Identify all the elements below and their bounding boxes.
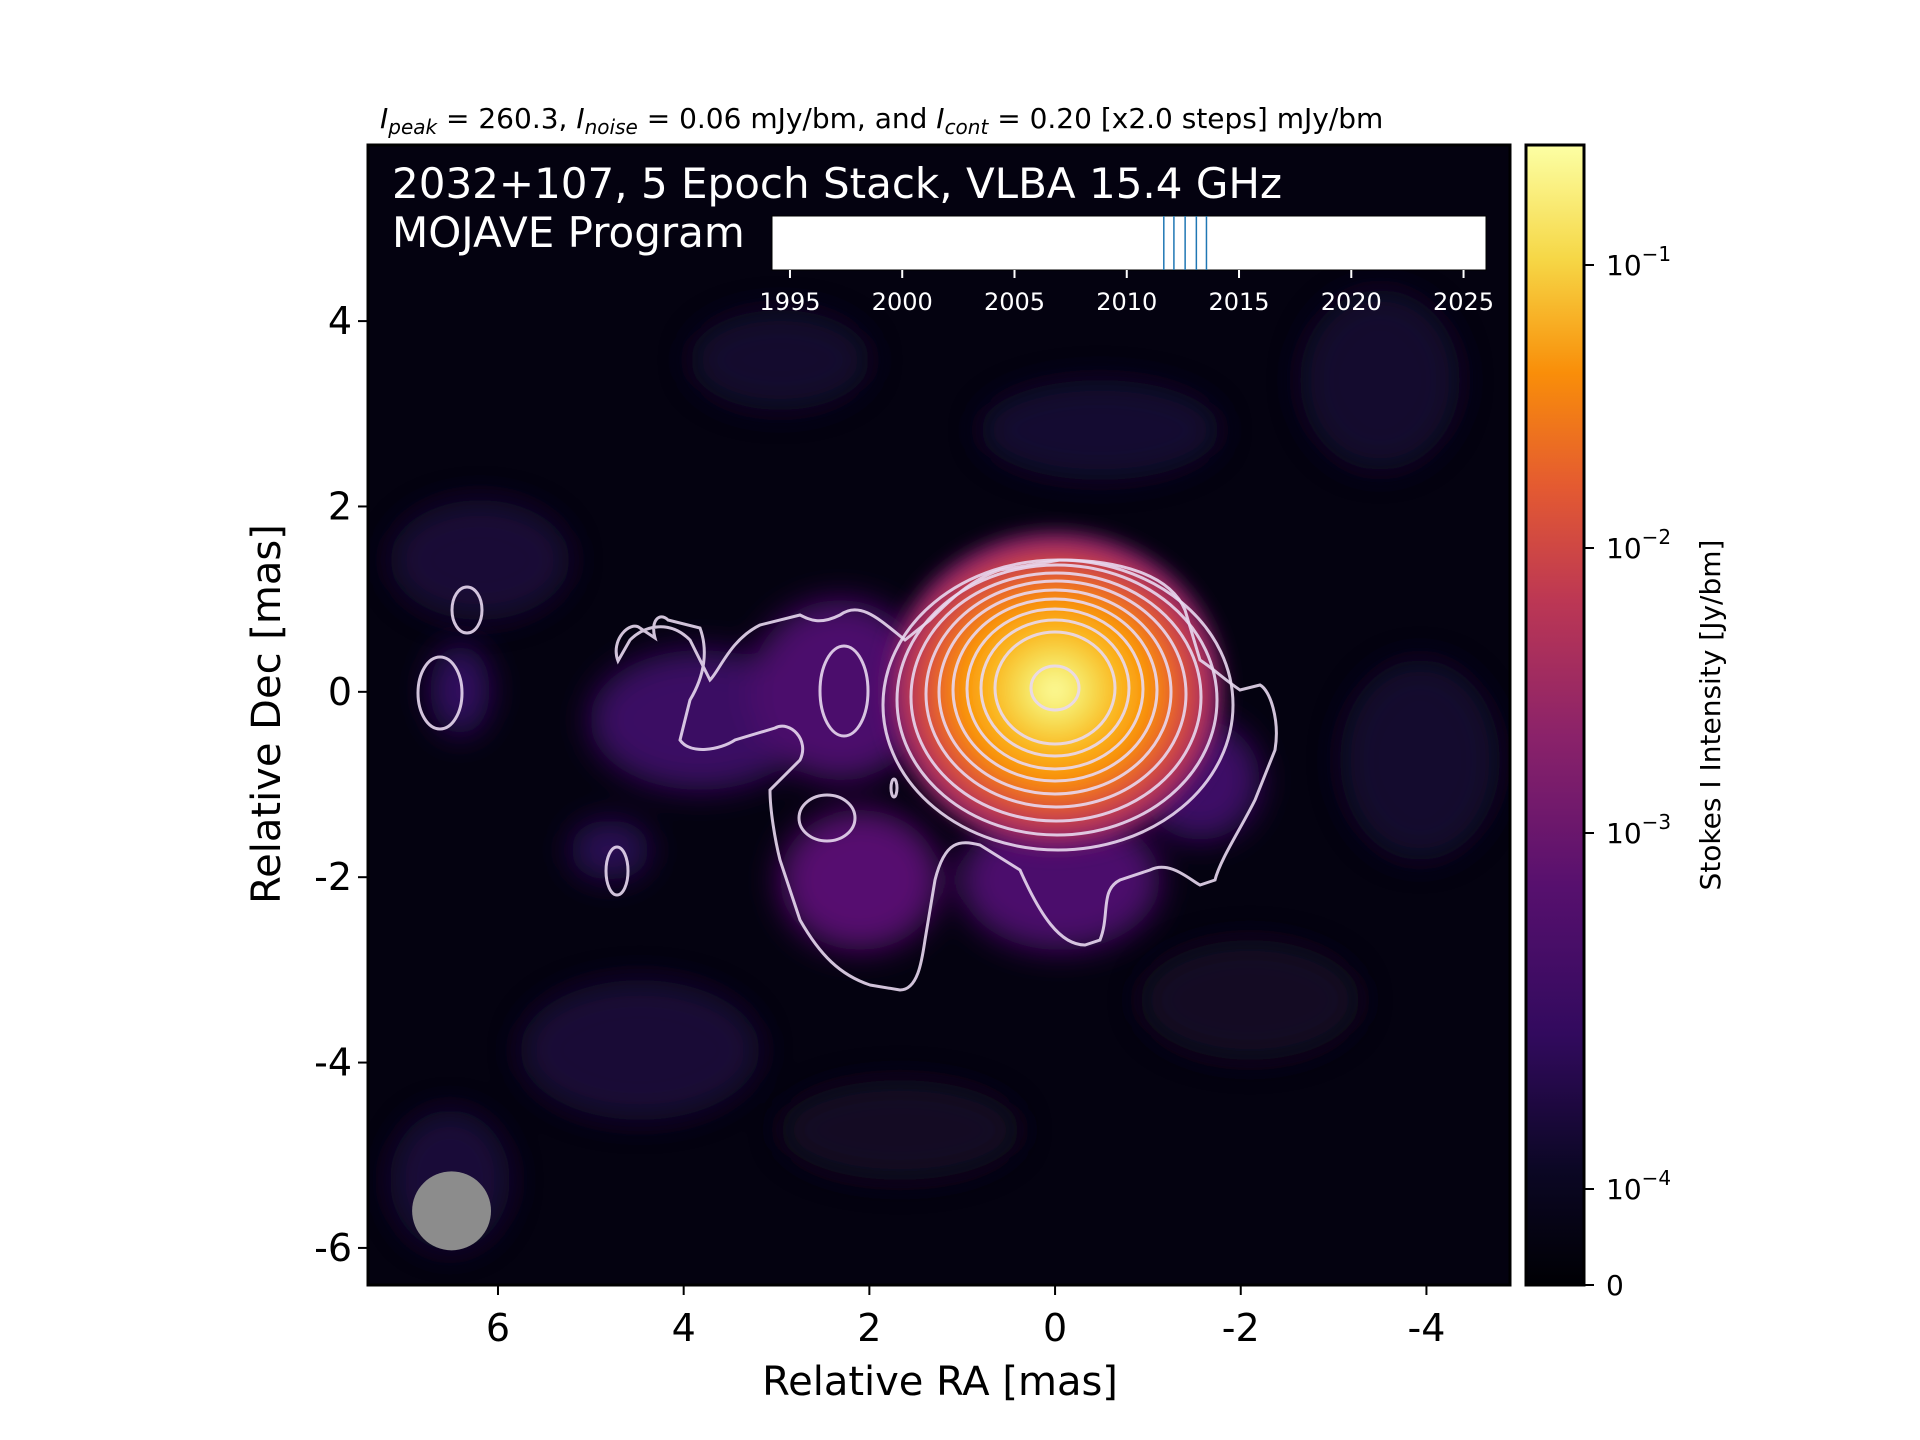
plot-frame	[366, 143, 1512, 1287]
contour-island-1	[450, 585, 484, 635]
y-tick-label: 0	[328, 670, 352, 714]
contour-island-6	[889, 777, 899, 799]
y-axis-label: Relative Dec [mas]	[244, 524, 290, 904]
contours	[416, 558, 1278, 992]
x-tick-label: 4	[672, 1306, 696, 1350]
y-tick-label: -2	[314, 855, 352, 899]
contour-5	[937, 588, 1173, 796]
epoch-timeline-box	[771, 215, 1487, 271]
colorbar-label: Stokes I Intensity [Jy/bm]	[1694, 540, 1727, 891]
contour-outer	[614, 558, 1278, 992]
jet-emission	[430, 600, 1260, 950]
epoch-markers	[1163, 216, 1208, 270]
colorbar: 10−1 10−2 10−3 10−4 0 Stokes I Intensity [Jy…	[1524, 143, 1727, 1302]
x-tick-label: -4	[1407, 1306, 1445, 1350]
contour-island-3	[818, 644, 870, 738]
x-tick-label: -2	[1222, 1306, 1260, 1350]
contour-7	[965, 607, 1145, 771]
contour-9	[993, 630, 1117, 746]
contour-1	[881, 558, 1235, 852]
y-tick-label: 4	[328, 299, 352, 343]
year-label: 1995	[759, 288, 820, 316]
x-tick-label: 2	[857, 1306, 881, 1350]
contour-island-2	[416, 655, 464, 731]
contour-6	[951, 597, 1159, 783]
y-tick-label: 2	[328, 484, 352, 528]
x-tick-label: 0	[1043, 1306, 1067, 1350]
image-plot	[368, 145, 1510, 1285]
year-label: 2005	[984, 288, 1045, 316]
y-axis-ticks: 4 2 0 -2 -4 -6	[314, 299, 368, 1270]
title-line2: MOJAVE Program	[392, 208, 745, 257]
colorbar-tick-label: 10−3	[1606, 810, 1671, 850]
contour-4	[924, 579, 1188, 809]
year-label: 2015	[1208, 288, 1269, 316]
y-tick-label: -4	[314, 1041, 352, 1085]
noise-patches	[390, 290, 1500, 1250]
header-text: Ipeak = 260.3, Inoise = 0.06 mJy/bm, and…	[380, 102, 1383, 139]
contour-island-4	[797, 793, 857, 843]
contour-island-5	[604, 845, 630, 897]
epoch-year-ticks: 1995 2000 2005 2010 2015 2020 2025	[759, 270, 1494, 316]
colorbar-tick-label: 0	[1606, 1269, 1624, 1302]
colorbar-ticks: 10−1 10−2 10−3 10−4 0	[1584, 242, 1671, 1302]
beam-ellipse	[412, 1171, 492, 1251]
core-emission	[880, 525, 1230, 855]
year-label: 2000	[872, 288, 933, 316]
x-axis-label: Relative RA [mas]	[762, 1359, 1118, 1405]
colorbar-tick-label: 10−1	[1606, 242, 1671, 282]
year-label: 2010	[1096, 288, 1157, 316]
epoch-timeline: 1995 2000 2005 2010 2015 2020 2025	[759, 215, 1494, 316]
contour-8	[979, 618, 1131, 758]
colorbar-tick-label: 10−4	[1606, 1166, 1671, 1206]
year-label: 2025	[1433, 288, 1494, 316]
title-line1: 2032+107, 5 Epoch Stack, VLBA 15.4 GHz	[392, 159, 1282, 208]
colorbar-gradient	[1524, 143, 1586, 1287]
y-tick-label: -6	[314, 1226, 352, 1270]
x-axis-ticks: 6 4 2 0 -2 -4	[486, 1285, 1445, 1350]
x-tick-label: 6	[486, 1306, 510, 1350]
contour-10	[1029, 664, 1081, 712]
colorbar-tick-label: 10−2	[1606, 525, 1671, 565]
contour-2	[895, 563, 1219, 837]
year-label: 2020	[1321, 288, 1382, 316]
contour-3	[909, 571, 1203, 823]
